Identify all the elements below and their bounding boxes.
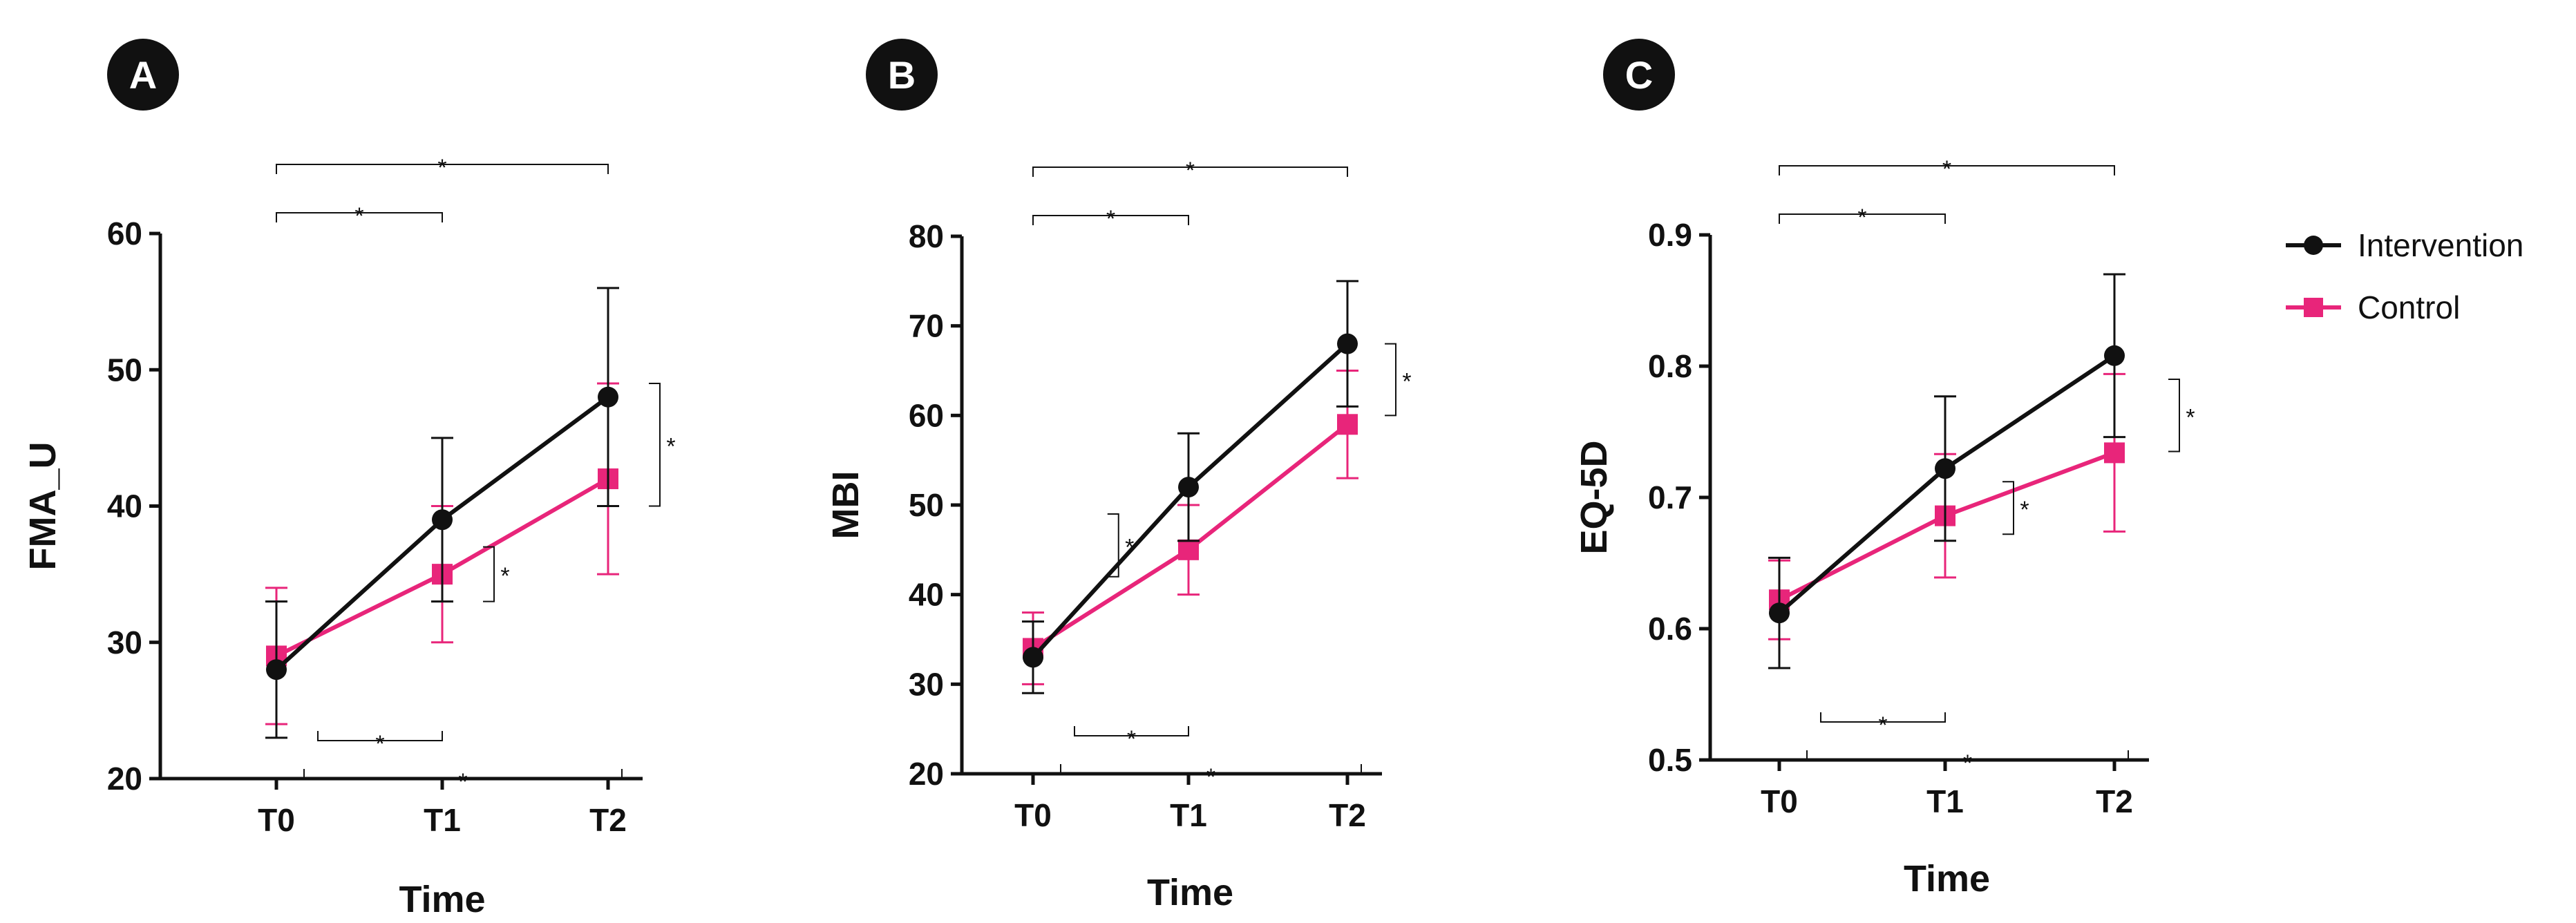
significance-bracket (1820, 712, 1946, 723)
intervention-point (1337, 333, 1358, 354)
significance-bracket (276, 164, 609, 174)
significance-star: * (2020, 497, 2029, 523)
intervention-point (1023, 647, 1043, 668)
intervention-series-line (1031, 342, 1349, 659)
significance-bracket (2002, 481, 2014, 535)
significance-star: * (2186, 404, 2195, 430)
y-tick-label: 60 (107, 216, 142, 251)
significance-star: * (375, 731, 384, 757)
significance-bracket (649, 382, 661, 507)
significance-bracket (1032, 166, 1348, 177)
y-tick-label: 0.7 (1648, 479, 1692, 515)
significance-bracket (1107, 513, 1119, 578)
control-series-line (1032, 422, 1349, 651)
significance-star: * (354, 203, 363, 229)
significance-bracket (1806, 750, 2129, 761)
y-axis-title: EQ-5D (1573, 440, 1615, 554)
intervention-point (266, 659, 287, 681)
significance-star: * (458, 769, 467, 795)
y-tick-label: 0.9 (1648, 217, 1692, 253)
significance-star: * (1127, 726, 1136, 752)
intervention-point (1769, 602, 1790, 624)
significance-star: * (437, 155, 446, 181)
x-tick-label: T1 (1926, 783, 1964, 819)
significance-star: * (500, 563, 509, 589)
panel-c: C 0.5 0.6 0.7 0.8 0.9 T0 T1 T2 EQ-5D Time * * * * * * (1573, 39, 2195, 900)
significance-bracket (1385, 343, 1396, 417)
control-point (1178, 539, 1199, 560)
x-axis-title: Time (1147, 872, 1233, 913)
significance-star: * (1106, 206, 1115, 232)
y-tick-label: 60 (909, 397, 944, 433)
y-axis-title: FMA_U (22, 442, 64, 571)
intervention-point (1935, 458, 1955, 479)
significance-bracket (1032, 215, 1189, 225)
significance-bracket (317, 731, 443, 741)
y-axis-title: MBI (825, 471, 866, 540)
significance-bracket (1779, 165, 2115, 175)
x-tick-label: T0 (1014, 797, 1052, 833)
x-axis-title: Time (399, 879, 485, 920)
y-tick-label: 20 (909, 756, 944, 792)
intervention-point (1178, 477, 1199, 498)
panel-label: A (129, 53, 157, 97)
y-tick-label: 70 (909, 308, 944, 344)
legend-marker-intervention (2304, 236, 2323, 255)
panel-label: B (888, 53, 916, 97)
panel-b: B 20 30 40 50 60 70 80 T0 T1 T2 MBI Time * * * * * * (825, 39, 1412, 913)
control-point (1337, 414, 1358, 435)
y-tick-label: 40 (909, 577, 944, 613)
significance-star: * (666, 434, 675, 460)
y-tick-label: 0.5 (1648, 742, 1692, 778)
y-tick-label: 50 (107, 352, 142, 388)
significance-bracket (1074, 726, 1189, 736)
legend-label-control: Control (2358, 289, 2460, 325)
significance-bracket (2168, 379, 2180, 453)
x-tick-label: T1 (424, 802, 461, 838)
x-tick-label: T2 (589, 802, 627, 838)
significance-bracket (303, 769, 623, 779)
significance-star: * (1186, 158, 1195, 184)
panel-label-circle (1603, 39, 1675, 111)
y-tick-label: 50 (909, 487, 944, 523)
y-tick-label: 20 (107, 761, 142, 797)
legend-marker-control (2304, 298, 2323, 317)
significance-star: * (1402, 368, 1411, 394)
x-axis-title: Time (1904, 858, 1990, 900)
y-tick-label: 0.8 (1648, 348, 1692, 384)
y-tick-label: 40 (107, 488, 142, 524)
significance-star: * (1206, 764, 1215, 790)
significance-bracket (483, 546, 495, 602)
y-tick-label: 80 (909, 218, 944, 254)
significance-star: * (1857, 204, 1866, 231)
legend-label-intervention: Intervention (2358, 227, 2523, 263)
panel-label-circle (866, 39, 938, 111)
panel-label: C (1625, 53, 1653, 97)
intervention-point (598, 386, 618, 408)
intervention-point (432, 509, 453, 531)
significance-star: * (1942, 156, 1951, 182)
x-tick-label: T2 (2096, 783, 2133, 819)
panel-label-circle (107, 39, 179, 111)
y-tick-label: 30 (107, 625, 142, 660)
legend: Intervention Control (2286, 227, 2523, 325)
panel-a: A 20 30 40 50 60 T0 T1 T2 FMA_U Time * * * * * * (22, 39, 676, 920)
x-tick-label: T2 (1329, 797, 1366, 833)
intervention-point (2104, 345, 2125, 366)
y-tick-label: 0.6 (1648, 611, 1692, 647)
significance-star: * (1125, 534, 1134, 560)
significance-bracket (1060, 764, 1362, 774)
control-point (2104, 442, 2125, 464)
x-tick-label: T1 (1170, 797, 1207, 833)
significance-star: * (1963, 750, 1972, 777)
x-tick-label: T0 (1761, 783, 1798, 819)
y-tick-label: 30 (909, 666, 944, 702)
significance-bracket (1779, 213, 1946, 224)
significance-bracket (276, 212, 443, 222)
x-tick-label: T0 (258, 802, 295, 838)
significance-star: * (1878, 712, 1887, 739)
